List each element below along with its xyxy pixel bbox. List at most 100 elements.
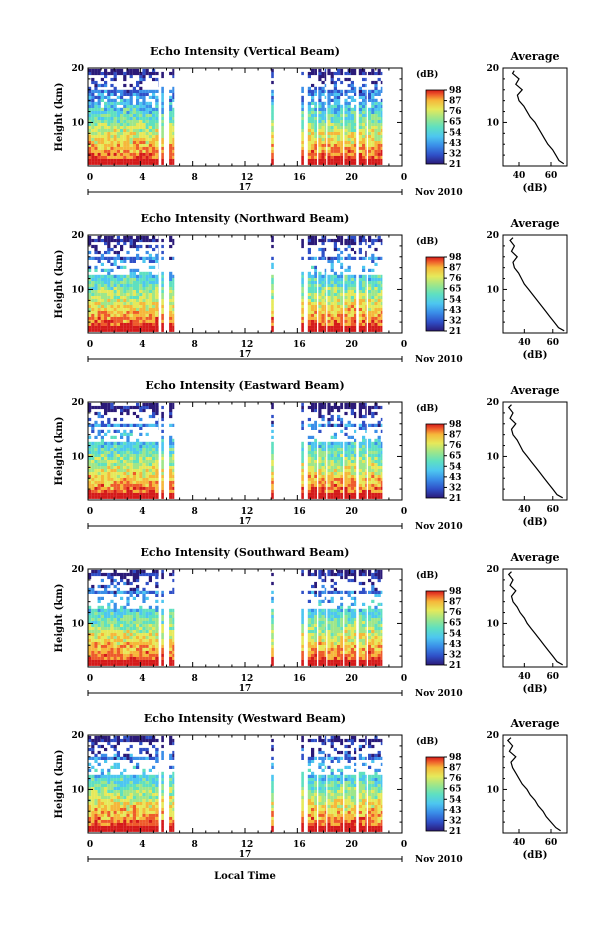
heatmap-cell — [97, 313, 101, 317]
heatmap-cell — [307, 441, 311, 445]
heatmap-cell — [145, 456, 149, 460]
heatmap-cell — [104, 611, 108, 615]
heatmap-cell — [113, 262, 117, 266]
heatmap-cell — [123, 447, 127, 451]
heatmap-cell — [129, 286, 133, 290]
heatmap-cell — [110, 471, 114, 475]
heatmap-cell — [172, 486, 175, 490]
heatmap-cell — [321, 86, 325, 90]
heatmap-cell — [327, 444, 331, 448]
heatmap-cell — [97, 429, 101, 433]
heatmap-cell — [318, 328, 322, 332]
colorbar-tick-label: 43 — [449, 139, 462, 149]
heatmap-cell — [337, 68, 341, 73]
heatmap-cell — [311, 325, 315, 329]
heatmap-cell — [88, 441, 92, 445]
heatmap-cell — [377, 423, 381, 427]
heatmap-cell — [148, 456, 152, 460]
heatmap-cell — [88, 107, 92, 111]
heatmap-cell — [301, 611, 304, 615]
heatmap-cell — [104, 128, 108, 132]
heatmap-cell — [100, 444, 104, 448]
heatmap-cell — [94, 113, 98, 117]
x-tick-label: 0 — [401, 173, 407, 183]
heatmap-cell — [123, 277, 127, 281]
heatmap-cell — [271, 435, 274, 439]
panel-4: Echo Intensity (Southward Beam)0 4 8 12 16 20… — [54, 546, 568, 699]
heatmap-cell — [94, 125, 98, 129]
heatmap-cell — [94, 423, 98, 427]
heatmap-cell — [347, 280, 351, 284]
heatmap-cell — [301, 459, 304, 463]
heatmap-cell — [301, 155, 304, 159]
heatmap-cell — [139, 647, 143, 651]
heatmap-cell — [330, 265, 334, 269]
heatmap-cell — [97, 414, 101, 419]
heatmap-cell — [271, 283, 274, 287]
heatmap-cell — [123, 283, 127, 287]
heatmap-cell — [136, 459, 140, 463]
heatmap-cell — [107, 608, 111, 612]
heatmap-cell — [91, 620, 95, 624]
heatmap-cell — [301, 292, 304, 296]
heatmap-cell — [314, 89, 317, 93]
heatmap-cell — [148, 104, 152, 108]
heatmap-cell — [307, 313, 311, 317]
heatmap-cell — [271, 104, 274, 108]
heatmap-cell — [368, 492, 372, 496]
heatmap-cell — [311, 92, 315, 96]
heatmap-cell — [365, 480, 367, 484]
heatmap-cell — [307, 289, 311, 293]
heatmap-cell — [132, 632, 136, 636]
heatmap-cell — [104, 495, 108, 499]
heatmap-cell — [371, 277, 375, 281]
heatmap-cell — [94, 322, 98, 326]
heatmap-cell — [337, 459, 341, 463]
heatmap-cell — [350, 295, 354, 299]
heatmap-cell — [321, 134, 325, 138]
heatmap-cell — [145, 89, 149, 93]
heatmap-cell — [145, 441, 149, 445]
heatmap-cell — [139, 477, 143, 481]
heatmap-cell — [142, 92, 146, 96]
heatmap-cell — [321, 155, 325, 159]
heatmap-cell — [145, 644, 149, 648]
heatmap-cell — [362, 274, 366, 278]
heatmap-cell — [110, 280, 114, 284]
heatmap-cell — [368, 268, 372, 272]
heatmap-cell — [362, 316, 366, 320]
heatmap-cell — [371, 280, 375, 284]
heatmap-cell — [358, 158, 362, 162]
heatmap-cell — [142, 158, 146, 162]
heatmap-cell — [94, 486, 98, 490]
heatmap-cell — [136, 134, 140, 138]
heatmap-cell — [123, 259, 127, 263]
heatmap-cell — [374, 280, 378, 284]
heatmap-cell — [136, 149, 140, 153]
heatmap-cell — [139, 89, 143, 93]
heatmap-cell — [88, 158, 92, 162]
heatmap-cell — [155, 647, 159, 651]
heatmap-cell — [88, 316, 92, 320]
heatmap-cell — [116, 662, 120, 666]
heatmap-cell — [321, 80, 325, 85]
heatmap-cell — [88, 486, 92, 490]
heatmap-cell — [307, 629, 311, 633]
heatmap-cell — [169, 405, 173, 410]
heatmap-cell — [271, 292, 274, 296]
heatmap-cell — [377, 325, 381, 329]
heatmap-cell — [142, 450, 146, 454]
heatmap-cell — [374, 468, 378, 472]
heatmap-cell — [120, 486, 124, 490]
heatmap-cell — [126, 614, 130, 618]
heatmap-cell — [155, 638, 159, 642]
heatmap-cell — [347, 140, 351, 144]
heatmap-cell — [324, 235, 327, 240]
heatmap-cell — [377, 322, 381, 326]
heatmap-cell — [126, 107, 130, 111]
heatmap-cell — [120, 656, 124, 660]
heatmap-cell — [94, 608, 98, 612]
heatmap-cell — [100, 590, 104, 594]
heatmap-cell — [139, 608, 143, 612]
heatmap-cell — [107, 423, 111, 427]
